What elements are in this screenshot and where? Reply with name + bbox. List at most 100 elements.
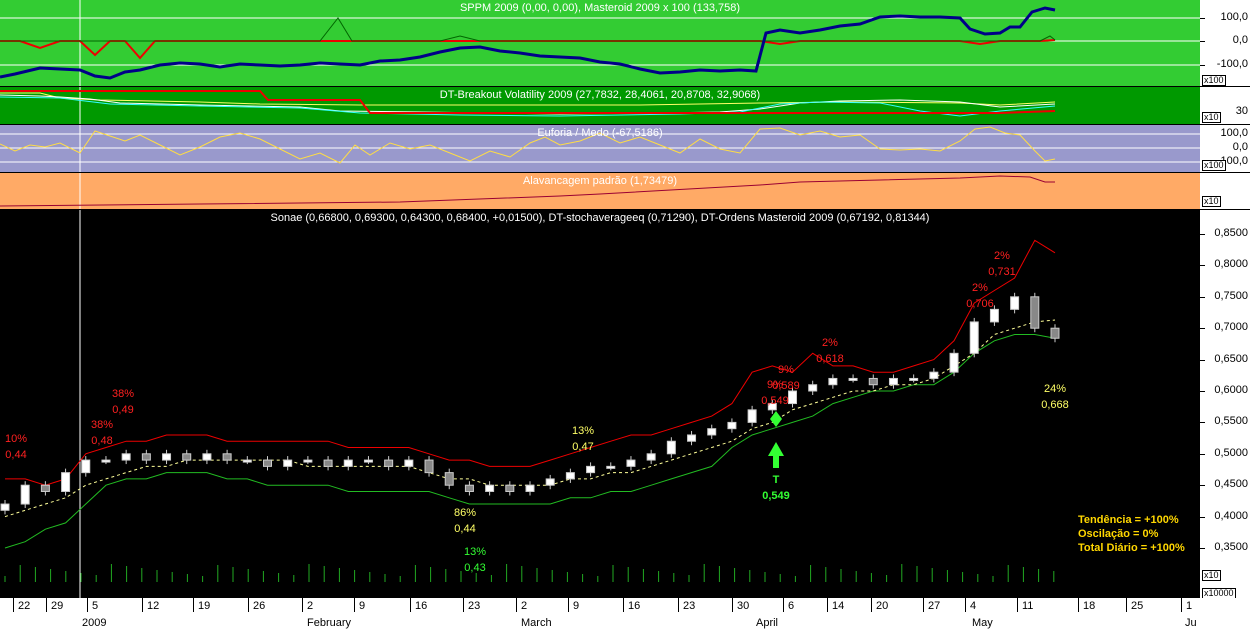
candle-body bbox=[61, 472, 71, 492]
candle-body bbox=[525, 484, 535, 492]
y-tick-label: 0,3500 bbox=[1214, 541, 1248, 553]
x-tick-mark bbox=[923, 598, 924, 612]
y-tick-mark bbox=[1200, 485, 1205, 487]
candle-body bbox=[747, 409, 757, 423]
candle-body bbox=[606, 465, 616, 469]
alav-plot bbox=[0, 173, 1055, 209]
breakout-title: DT-Breakout Volatility 2009 (27,7832, 28… bbox=[439, 89, 761, 101]
main-panel: 10% 0,44 38% 0,48 38% 0,49 86% 0,44 13% 0,43 13% 0,… bbox=[0, 210, 1200, 598]
candle-body bbox=[242, 459, 252, 463]
annotation-value: 0,549 bbox=[761, 395, 789, 407]
annotation-percent: 38% bbox=[91, 419, 113, 431]
y-tick-mark bbox=[1200, 422, 1205, 424]
x-day-label: 27 bbox=[928, 600, 941, 612]
y-tick-mark bbox=[1200, 391, 1205, 392]
volume-unit-2: x10000 bbox=[1202, 588, 1236, 598]
main-title: Sonae (0,66800, 0,69300, 0,64300, 0,6840… bbox=[270, 212, 930, 224]
annotation-value: 0,589 bbox=[772, 380, 800, 392]
breakout-tick-30: 30 bbox=[1235, 105, 1248, 117]
breakout-unit: x10 bbox=[1202, 112, 1221, 123]
x-tick-mark bbox=[13, 598, 14, 612]
annotation-value: 0,706 bbox=[966, 298, 994, 310]
x-day-label: 25 bbox=[1131, 600, 1144, 612]
candle-body bbox=[505, 484, 515, 492]
breakout-scale: 30 x10 bbox=[1200, 87, 1250, 124]
x-month-label: April bbox=[756, 617, 779, 629]
candle-body bbox=[586, 465, 596, 474]
x-tick-mark bbox=[568, 598, 569, 612]
x-tick-mark bbox=[302, 598, 303, 612]
masteroid-line bbox=[0, 6, 1056, 80]
candle-body bbox=[727, 421, 737, 430]
candle-body bbox=[1010, 296, 1020, 310]
candle-body bbox=[969, 321, 979, 354]
y-tick-label: 0,7000 bbox=[1214, 321, 1248, 334]
sppm-tick-0: 0,0 bbox=[1232, 34, 1248, 46]
candle-body bbox=[363, 459, 373, 463]
candle-body bbox=[828, 377, 838, 386]
candle-body bbox=[626, 459, 636, 467]
candle-body bbox=[1050, 327, 1060, 339]
x-tick-mark bbox=[463, 598, 464, 612]
y-tick-mark bbox=[1200, 234, 1205, 235]
annotation-percent: 13% bbox=[572, 425, 594, 437]
candle-body bbox=[263, 459, 272, 467]
x-day-label: 16 bbox=[628, 600, 641, 612]
annotation-value: 0,44 bbox=[5, 449, 26, 461]
euforia-line bbox=[0, 126, 1056, 164]
alav-panel: Alavancagem padrão (1,73479) bbox=[0, 173, 1200, 209]
annotation-percent: 2% bbox=[822, 337, 838, 349]
main-scale: x10 x10000 0,8500 0,8000 0,7500 0,7000 0,650… bbox=[1200, 210, 1250, 598]
candle-body bbox=[424, 459, 434, 474]
x-day-label: 23 bbox=[683, 600, 696, 612]
sppm-scale: 100,0 0,0 -100,0 x100 bbox=[1200, 0, 1250, 86]
candle-body bbox=[101, 459, 111, 463]
x-day-label: 2 bbox=[307, 600, 314, 612]
annotation-value: 0,618 bbox=[816, 353, 844, 365]
indicator-tendencia: Tendência = +100% bbox=[1078, 514, 1179, 526]
x-tick-mark bbox=[1181, 598, 1182, 612]
alav-title: Alavancagem padrão (1,73479) bbox=[522, 175, 678, 187]
candle-body bbox=[384, 459, 394, 467]
sppm-panel: SPPM 2009 (0,00, 0,00), Masteroid 2009 x… bbox=[0, 0, 1200, 86]
x-day-label: 14 bbox=[832, 600, 845, 612]
buy-signal-arrow bbox=[768, 442, 784, 468]
y-tick-mark bbox=[1200, 296, 1205, 298]
annotation-value: 0,47 bbox=[572, 441, 593, 453]
y-tick-label: 0,5000 bbox=[1214, 446, 1248, 459]
candle-body bbox=[162, 453, 172, 461]
annotation-percent: 86% bbox=[454, 507, 476, 519]
x-month-label: Ju bbox=[1185, 617, 1197, 629]
x-axis: 22 29 5 12 19 26 2 9 16 23 2 9 16 23 30 6 14 20 27 4 11 18 25 1… bbox=[0, 598, 1250, 631]
x-tick-mark bbox=[354, 598, 355, 612]
candle-body bbox=[303, 459, 313, 463]
alav-unit: x10 bbox=[1202, 196, 1221, 207]
x-day-label: 26 bbox=[253, 600, 266, 612]
y-tick-mark bbox=[1200, 516, 1205, 518]
y-tick-label: 0,8500 bbox=[1214, 227, 1248, 239]
x-tick-mark bbox=[516, 598, 517, 612]
euforia-panel: Euforia / Medo (-67,5186) bbox=[0, 125, 1200, 172]
candle-body bbox=[121, 453, 131, 461]
candle-body bbox=[868, 377, 878, 386]
candle-body bbox=[565, 472, 575, 480]
sppm-tick-minus100: -100,0 bbox=[1216, 58, 1248, 70]
alav-line bbox=[0, 175, 1055, 207]
y-tick-mark bbox=[1200, 328, 1205, 330]
indicator-oscilacao: Oscilação = 0% bbox=[1078, 528, 1159, 540]
x-tick-mark bbox=[1078, 598, 1079, 612]
sppm-unit: x100 bbox=[1202, 75, 1226, 86]
sppm-tick-100: 100,0 bbox=[1220, 11, 1248, 23]
sppm-title: SPPM 2009 (0,00, 0,00), Masteroid 2009 x… bbox=[459, 2, 741, 14]
annotation-percent: 9% bbox=[767, 379, 783, 391]
x-month-label: 2009 bbox=[82, 617, 107, 629]
breakout-plot bbox=[0, 87, 1056, 124]
candle-body bbox=[222, 453, 232, 461]
annotation-percent: 38% bbox=[112, 388, 134, 400]
upper-band-line bbox=[5, 239, 1056, 486]
candle-body bbox=[40, 484, 50, 492]
x-day-label: 6 bbox=[788, 600, 795, 612]
sppm-plot bbox=[0, 0, 1200, 86]
x-tick-mark bbox=[142, 598, 143, 612]
annotation-value: 0,731 bbox=[988, 266, 1016, 278]
